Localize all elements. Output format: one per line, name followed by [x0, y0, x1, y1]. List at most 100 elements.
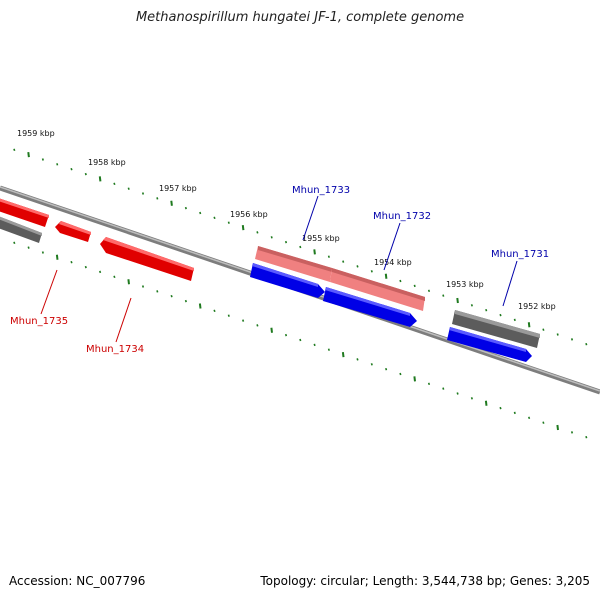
minor-tick: [184, 299, 187, 303]
minor-tick: [485, 308, 488, 312]
accession-text: Accession: NC_007796: [9, 574, 146, 588]
leader-line-mhun-1733: [302, 195, 319, 241]
minor-tick: [213, 309, 216, 313]
minor-tick: [13, 148, 16, 152]
major-tick: [270, 327, 273, 333]
feature-blue-2[interactable]: [323, 287, 417, 327]
minor-tick: [256, 324, 259, 327]
minor-tick: [56, 163, 59, 166]
major-tick: [198, 303, 202, 309]
major-tick: [170, 200, 173, 206]
kbp-label: 1956 kbp: [230, 210, 268, 219]
minor-tick: [113, 182, 116, 186]
feature-blue-3[interactable]: [447, 327, 532, 362]
minor-tick: [213, 216, 216, 220]
minor-tick: [70, 260, 73, 264]
minor-tick: [570, 338, 574, 341]
feature-blue-1[interactable]: [250, 263, 325, 298]
major-tick: [241, 224, 245, 231]
leader-line-mhun-1731: [502, 260, 518, 307]
minor-tick: [99, 270, 102, 274]
major-tick: [413, 376, 416, 382]
feature-gray-right[interactable]: [452, 310, 540, 348]
minor-tick: [399, 279, 402, 283]
kbp-label: 1955 kbp: [302, 234, 340, 243]
genome-title: Methanospirillum hungatei JF-1, complete…: [135, 10, 465, 25]
major-tick: [55, 254, 59, 260]
major-tick: [341, 351, 345, 358]
minor-tick: [470, 397, 473, 400]
minor-tick: [313, 343, 316, 347]
feature-mhun-1735[interactable]: [55, 221, 91, 242]
minor-tick: [84, 265, 87, 269]
minor-tick: [442, 294, 445, 297]
outer-tick-ring: [13, 148, 588, 346]
minor-tick: [299, 338, 302, 342]
minor-tick: [27, 246, 30, 249]
minor-tick: [199, 211, 202, 215]
minor-tick: [327, 348, 330, 351]
minor-tick: [141, 192, 145, 195]
feature-red-left[interactable]: [0, 198, 49, 227]
minor-tick: [499, 313, 502, 317]
gene-label-mhun-1733[interactable]: Mhun_1733: [292, 185, 350, 196]
minor-tick: [513, 411, 516, 415]
minor-tick: [299, 245, 302, 249]
minor-tick: [542, 328, 545, 331]
minor-tick: [399, 372, 402, 376]
major-tick: [384, 273, 388, 279]
gene-label-mhun-1735[interactable]: Mhun_1735: [10, 316, 68, 327]
minor-tick: [41, 158, 44, 161]
minor-tick: [141, 285, 145, 288]
minor-tick: [256, 231, 259, 234]
minor-tick: [385, 367, 388, 371]
leader-line-mhun-1734: [115, 297, 132, 343]
minor-tick: [413, 284, 416, 288]
gene-label-mhun-1732[interactable]: Mhun_1732: [373, 211, 431, 222]
minor-tick: [370, 270, 373, 273]
gene-label-mhun-1731[interactable]: Mhun_1731: [491, 249, 549, 260]
minor-tick: [13, 241, 16, 245]
minor-tick: [70, 167, 73, 171]
minor-tick: [427, 289, 431, 293]
minor-tick: [542, 421, 545, 424]
minor-tick: [513, 318, 516, 322]
feature-gray-left[interactable]: [0, 216, 42, 243]
kbp-label: 1954 kbp: [374, 258, 412, 267]
minor-tick: [284, 240, 288, 244]
kbp-label: 1953 kbp: [446, 280, 484, 289]
leader-line-mhun-1732: [383, 222, 401, 271]
minor-tick: [442, 387, 445, 390]
minor-tick: [270, 236, 273, 239]
minor-tick: [585, 342, 588, 346]
minor-tick: [227, 314, 230, 317]
minor-tick: [170, 294, 173, 298]
minor-tick: [556, 333, 559, 336]
minor-tick: [113, 275, 116, 279]
minor-tick: [284, 333, 288, 337]
inner-tick-ring: [13, 241, 588, 439]
feature-mhun-1734[interactable]: [100, 237, 194, 281]
minor-tick: [127, 187, 130, 190]
minor-tick: [456, 392, 459, 395]
major-tick: [556, 424, 559, 431]
feature-mhun-1733[interactable]: [255, 246, 332, 282]
feature-mhun-1732[interactable]: [330, 268, 425, 311]
kbp-label: 1957 kbp: [159, 184, 197, 193]
minor-tick: [585, 435, 588, 439]
kbp-label: 1958 kbp: [88, 158, 126, 167]
minor-tick: [327, 255, 330, 258]
minor-tick: [84, 172, 87, 176]
major-tick: [484, 400, 488, 406]
gene-label-mhun-1734[interactable]: Mhun_1734: [86, 344, 144, 355]
leader-line-mhun-1735: [40, 269, 58, 315]
kbp-label: 1952 kbp: [518, 302, 556, 311]
minor-tick: [356, 358, 359, 361]
minor-tick: [156, 290, 159, 293]
minor-tick: [356, 265, 359, 268]
major-tick: [527, 322, 531, 328]
minor-tick: [570, 431, 574, 434]
topology-summary-text: Topology: circular; Length: 3,544,738 bp…: [260, 574, 590, 588]
minor-tick: [342, 260, 345, 263]
